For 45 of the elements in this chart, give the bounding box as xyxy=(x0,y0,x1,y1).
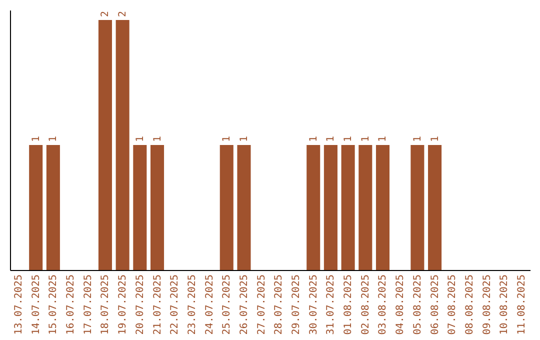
x-tick-label: 21.07.2025 xyxy=(152,274,164,335)
x-tick-label: 28.07.2025 xyxy=(274,274,285,335)
x-tick-label: 14.07.2025 xyxy=(30,274,42,335)
x-tick-label: 22.07.2025 xyxy=(170,274,181,335)
x-tick-label: 25.07.2025 xyxy=(222,274,233,335)
x-tick-label: 29.07.2025 xyxy=(291,274,302,335)
x-tick-label: 15.07.2025 xyxy=(48,274,60,335)
data-label: 1 xyxy=(343,136,354,142)
data-label: 1 xyxy=(308,136,320,142)
x-tick-label: 11.08.2025 xyxy=(516,274,528,335)
x-tick-label: 13.07.2025 xyxy=(14,274,24,335)
data-label: 1 xyxy=(360,136,372,142)
data-label: 1 xyxy=(30,136,42,142)
x-tick-label: 30.07.2025 xyxy=(308,274,320,335)
x-tick-label: 07.08.2025 xyxy=(447,274,458,335)
data-label: 1 xyxy=(326,136,337,142)
data-label: 2 xyxy=(100,10,112,17)
x-tick-label: 10.08.2025 xyxy=(499,274,510,335)
x-tick-label: 01.08.2025 xyxy=(343,274,354,335)
x-tick-label: 23.07.2025 xyxy=(186,274,198,335)
x-tick-label: 27.07.2025 xyxy=(256,274,268,335)
x-tick-label: 19.07.2025 xyxy=(118,274,129,335)
data-label: 1 xyxy=(222,136,233,142)
x-tick-label: 31.07.2025 xyxy=(326,274,337,335)
x-tick-label: 05.08.2025 xyxy=(412,274,424,335)
data-label: 1 xyxy=(152,136,164,142)
data-label: 1 xyxy=(238,136,250,142)
data-label: 1 xyxy=(430,136,441,142)
x-tick-label: 06.08.2025 xyxy=(430,274,441,335)
x-tick-label: 26.07.2025 xyxy=(238,274,250,335)
x-tick-label: 24.07.2025 xyxy=(204,274,216,335)
x-tick-label: 04.08.2025 xyxy=(395,274,406,335)
data-label: 1 xyxy=(134,136,146,142)
x-tick-label: 20.07.2025 xyxy=(134,274,146,335)
x-tick-label: 03.08.2025 xyxy=(378,274,389,335)
data-label: 1 xyxy=(412,136,424,142)
x-tick-label: 02.08.2025 xyxy=(360,274,372,335)
x-tick-label: 08.08.2025 xyxy=(464,274,476,335)
data-label: 1 xyxy=(48,136,60,142)
x-tick-label: 16.07.2025 xyxy=(66,274,77,335)
data-label: 1 xyxy=(378,136,389,142)
x-tick-label: 09.08.2025 xyxy=(482,274,493,335)
data-label: 2 xyxy=(118,10,129,17)
x-tick-label: 18.07.2025 xyxy=(100,274,112,335)
x-tick-label: 17.07.2025 xyxy=(82,274,94,335)
